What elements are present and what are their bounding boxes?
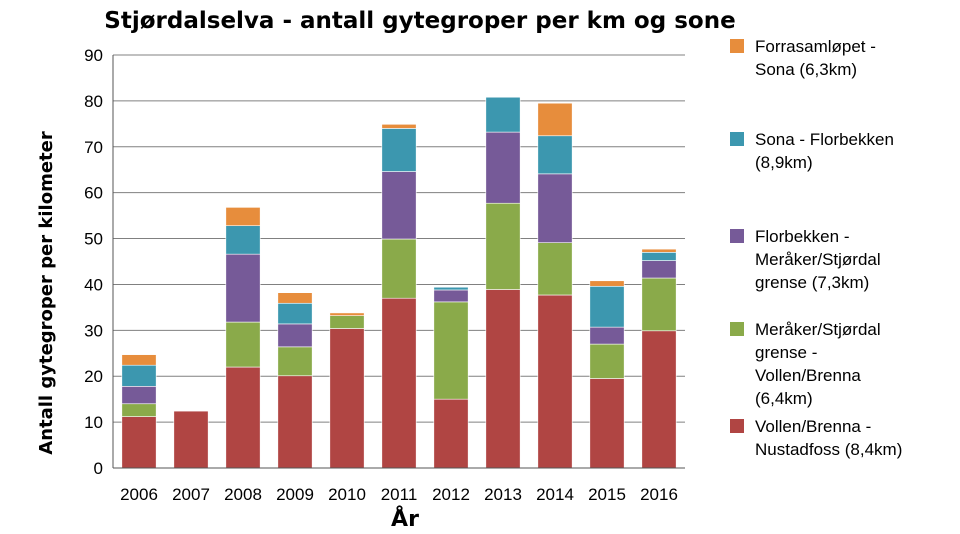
bar-segment xyxy=(537,173,573,243)
bar-segment xyxy=(173,410,209,469)
y-axis-label: Antall gytegroper per kilometer xyxy=(36,131,57,455)
bar-segment xyxy=(641,277,677,332)
y-tick-label: 50 xyxy=(84,230,103,249)
y-tick-label: 60 xyxy=(84,184,103,203)
bar-segment xyxy=(121,354,157,366)
bar-segment xyxy=(589,343,625,379)
legend-label: grense - xyxy=(755,343,817,362)
legend-item: Vollen/Brenna - Nustadfoss (8,4km) xyxy=(730,417,902,459)
x-tick-label: 2006 xyxy=(120,485,158,504)
bar-segment xyxy=(433,289,469,303)
legend: Forrasamløpet - Sona (6,3km) Sona - Florbe… xyxy=(730,37,902,459)
x-tick-label: 2013 xyxy=(484,485,522,504)
legend-label: (8,9km) xyxy=(755,153,813,172)
bar-segment xyxy=(277,323,313,348)
bar-segment xyxy=(589,378,625,469)
y-tick-label: 10 xyxy=(84,413,103,432)
bar-segment xyxy=(641,252,677,261)
x-axis-ticks: 2006 2007 2008 2009 2010 2011 2012 2013 2014 2015… xyxy=(120,485,678,504)
x-tick-label: 2009 xyxy=(276,485,314,504)
bar-segment xyxy=(225,225,261,255)
legend-swatch xyxy=(730,132,744,146)
legend-label: Sona - Florbekken xyxy=(755,130,894,149)
bar-segment xyxy=(433,398,469,469)
legend-label: Vollen/Brenna - xyxy=(755,417,871,436)
bar-segment xyxy=(121,416,157,469)
bar-segment xyxy=(225,366,261,469)
bar-segment xyxy=(589,326,625,345)
x-tick-label: 2014 xyxy=(536,485,574,504)
x-tick-label: 2015 xyxy=(588,485,626,504)
bar-segment xyxy=(433,301,469,400)
legend-label: Forrasamløpet - xyxy=(755,37,876,56)
legend-item: Florbekken - Meråker/Stjørdal grense (7,3k… xyxy=(730,227,881,292)
bar-segment xyxy=(641,248,677,253)
bar-segment xyxy=(381,128,417,172)
bar-segment xyxy=(121,386,157,405)
bar-segment xyxy=(485,96,521,133)
legend-swatch xyxy=(730,229,744,243)
bar-segment xyxy=(381,123,417,129)
y-tick-label: 20 xyxy=(84,367,103,386)
legend-label: Nustadfoss (8,4km) xyxy=(755,440,902,459)
x-tick-label: 2011 xyxy=(381,485,418,504)
y-tick-label: 0 xyxy=(94,459,103,478)
bar-segment xyxy=(225,321,261,368)
legend-item: Forrasamløpet - Sona (6,3km) xyxy=(730,37,876,79)
bar-segment xyxy=(277,375,313,469)
bar-segment xyxy=(641,260,677,279)
bar-segment xyxy=(121,403,157,417)
bar-segment xyxy=(485,289,521,469)
bar-segment xyxy=(329,312,365,316)
legend-label: Vollen/Brenna xyxy=(755,366,861,385)
bar-segment xyxy=(277,292,313,304)
bar-segment xyxy=(381,238,417,299)
legend-label: grense (7,3km) xyxy=(755,273,869,292)
bar-segment xyxy=(329,315,365,329)
legend-label: Meråker/Stjørdal xyxy=(755,320,881,339)
y-tick-label: 30 xyxy=(84,321,103,340)
bar-segment xyxy=(641,330,677,469)
bar-segment xyxy=(537,294,573,469)
x-axis-label: År xyxy=(391,506,419,532)
legend-label: Florbekken - xyxy=(755,227,849,246)
chart-title: Stjørdalselva - antall gytegroper per km… xyxy=(104,8,735,34)
x-tick-label: 2016 xyxy=(640,485,678,504)
bars xyxy=(121,96,677,469)
x-tick-label: 2012 xyxy=(432,485,470,504)
legend-swatch xyxy=(730,39,744,53)
bar-segment xyxy=(381,171,417,240)
bar-segment xyxy=(485,131,521,204)
y-tick-label: 70 xyxy=(84,138,103,157)
legend-label: Sona (6,3km) xyxy=(755,60,857,79)
y-tick-label: 80 xyxy=(84,92,103,111)
legend-item: Sona - Florbekken (8,9km) xyxy=(730,130,894,172)
x-tick-label: 2010 xyxy=(328,485,366,504)
bar-segment xyxy=(433,286,469,291)
bar-segment xyxy=(277,346,313,377)
legend-swatch xyxy=(730,322,744,336)
x-tick-label: 2008 xyxy=(224,485,262,504)
bar-segment xyxy=(121,364,157,387)
y-axis-ticks: 0 10 20 30 40 50 60 70 80 90 xyxy=(84,46,103,478)
bar-segment xyxy=(537,242,573,296)
bar-segment xyxy=(381,297,417,469)
bar-segment xyxy=(589,280,625,287)
legend-swatch xyxy=(730,419,744,433)
y-tick-label: 90 xyxy=(84,46,103,65)
y-tick-label: 40 xyxy=(84,275,103,294)
bar-segment xyxy=(589,285,625,328)
bar-segment xyxy=(225,253,261,323)
bar-segment xyxy=(329,328,365,469)
bar-segment xyxy=(537,135,573,175)
legend-item: Meråker/Stjørdal grense - Vollen/Brenna (6,… xyxy=(730,320,881,408)
bar-segment xyxy=(537,102,573,137)
bar-segment xyxy=(277,302,313,325)
legend-label: (6,4km) xyxy=(755,389,813,408)
bar-segment xyxy=(225,207,261,227)
bar-segment xyxy=(485,202,521,290)
x-tick-label: 2007 xyxy=(172,485,210,504)
legend-label: Meråker/Stjørdal xyxy=(755,250,881,269)
